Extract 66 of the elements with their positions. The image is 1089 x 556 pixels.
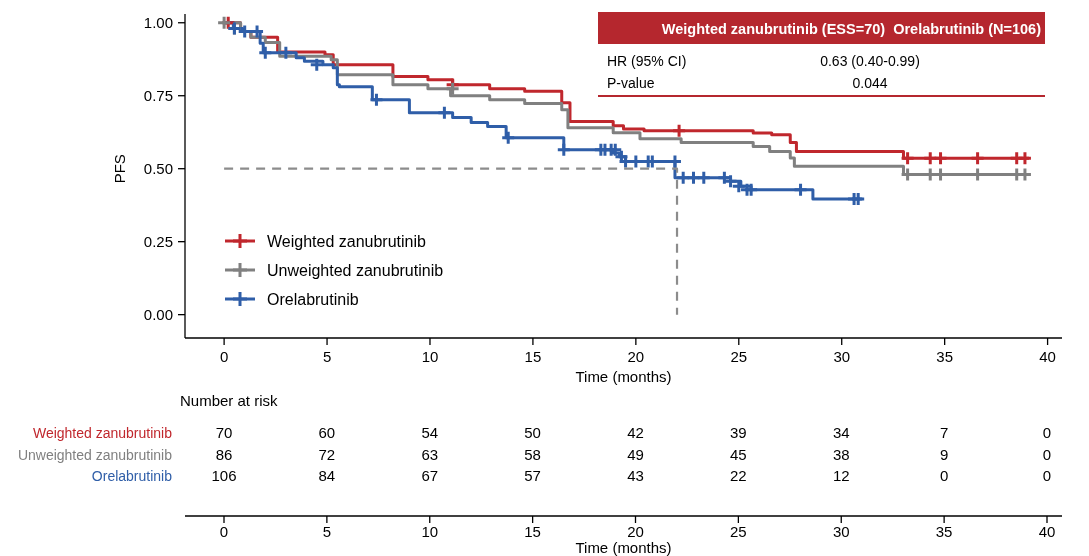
y-axis-title: PFS [111,154,128,184]
annotation: 0.044 [852,75,888,91]
x-tick-label: 35 [936,348,953,365]
data-label: 0 [1042,445,1052,463]
data-label: 54 [421,424,439,441]
x-tick-label: 40 [1039,348,1056,365]
x-tick-label: 0 [219,348,229,365]
x-tick-label: 30 [833,348,851,365]
data-label: 45 [730,445,747,463]
data-label: 84 [318,467,336,484]
annotation: P-value [607,75,655,91]
annotation: 0.63 (0.40-0.99) [820,53,920,69]
data-label: 0 [1042,467,1052,484]
chart-title: Number at risk [180,392,279,409]
data-label: 0 [1042,424,1052,441]
x-tick-label: 5 [322,523,332,540]
x-tick-label: 40 [1038,523,1056,540]
y-tick-label: Weighted zanubrutinib [32,425,173,441]
y-tick-label: 1.00 [143,13,173,31]
x-tick-label: 10 [421,348,439,365]
x-tick-label: 35 [935,523,953,540]
x-tick-label: 0 [219,523,229,540]
y-tick-label: Orelabrutinib [91,468,173,484]
x-tick-label: 5 [322,348,332,365]
data-label: 86 [215,445,233,463]
data-label: 0 [939,467,949,484]
data-label: 22 [730,467,747,484]
x-tick-label: 20 [627,348,645,365]
annotation: Weighted zanubrutinib (ESS=70) [661,21,886,37]
y-tick-label: 0.25 [143,232,173,250]
data-label: 12 [832,467,850,484]
data-label: 72 [318,445,336,463]
x-axis-title: Time (months) [575,368,672,385]
data-label: 43 [627,467,644,484]
x-axis-title: Time (months) [575,539,672,556]
data-label: 63 [421,445,439,463]
data-label: 7 [939,424,949,441]
data-label: 67 [421,467,439,484]
data-label: 38 [832,445,850,463]
x-tick-label: 25 [730,523,747,540]
y-tick-label: 0.75 [143,86,173,104]
data-label: 9 [939,445,949,463]
x-tick-label: 20 [627,523,644,540]
data-label: 57 [524,467,541,484]
legend-label: Orelabrutinib [267,291,359,308]
data-label: 58 [524,445,541,463]
data-label: 39 [730,424,747,441]
annotation: HR (95% CI) [607,53,687,69]
data-label: 106 [211,467,237,484]
x-tick-label: 25 [730,348,748,365]
annotation: Orelabrutinib (N=106) [893,21,1042,37]
data-label: 49 [627,445,644,463]
y-tick-label: Unweighted zanubrutinib [17,446,173,463]
y-tick-label: 0.50 [143,159,173,177]
x-tick-label: 10 [421,523,439,540]
data-label: 50 [524,424,541,441]
data-label: 34 [832,424,850,441]
y-tick-label: 0.00 [143,305,173,323]
legend-label: Unweighted zanubrutinib [267,262,444,279]
data-label: 70 [215,424,233,441]
data-label: 60 [318,424,336,441]
x-tick-label: 15 [524,523,541,540]
x-tick-label: 15 [524,348,542,365]
legend-label: Weighted zanubrutinib [267,233,427,250]
data-label: 42 [627,424,644,441]
x-tick-label: 30 [832,523,850,540]
